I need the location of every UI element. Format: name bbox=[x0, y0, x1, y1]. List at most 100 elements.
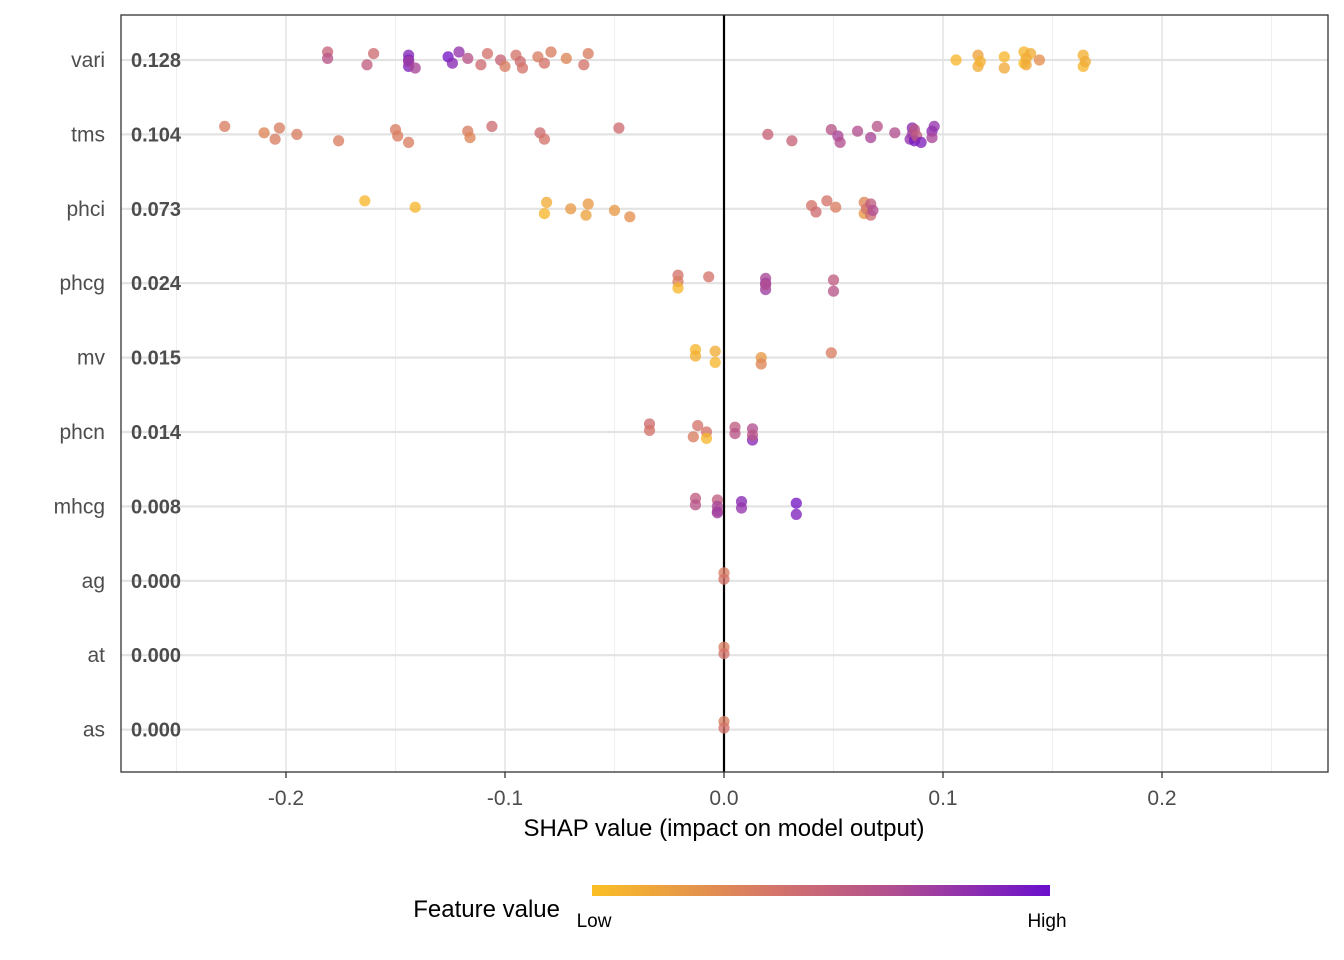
point-tms bbox=[538, 133, 551, 145]
point-tms bbox=[333, 135, 345, 147]
point-tms bbox=[613, 122, 625, 134]
point-tms bbox=[486, 120, 498, 132]
x-tick-label: -0.1 bbox=[487, 787, 523, 810]
point-vari bbox=[538, 57, 551, 69]
feature-label-phcn: phcn bbox=[59, 421, 105, 444]
mean-shap-label-as: 0.000 bbox=[131, 720, 181, 742]
point-phcg bbox=[760, 279, 772, 291]
legend-high-label: High bbox=[1027, 911, 1066, 932]
x-tick-label: -0.2 bbox=[268, 787, 304, 810]
point-phcg bbox=[827, 274, 840, 286]
point-mv bbox=[709, 356, 721, 368]
point-phcg bbox=[672, 282, 684, 294]
point-tms bbox=[269, 133, 281, 145]
feature-label-as: as bbox=[83, 719, 105, 742]
point-vari bbox=[453, 46, 465, 58]
point-vari bbox=[974, 56, 986, 68]
feature-label-phcg: phcg bbox=[59, 272, 105, 295]
legend-color-bar bbox=[592, 885, 1050, 896]
point-vari bbox=[1020, 59, 1032, 71]
point-mhcg bbox=[735, 502, 748, 514]
feature-label-vari: vari bbox=[71, 49, 105, 72]
point-phci bbox=[867, 204, 879, 216]
x-tick-label: 0.0 bbox=[709, 787, 738, 810]
point-tms bbox=[928, 120, 940, 132]
feature-label-mhcg: mhcg bbox=[54, 495, 105, 518]
point-phci bbox=[608, 204, 621, 216]
point-vari bbox=[409, 62, 421, 74]
point-phci bbox=[821, 195, 833, 207]
point-vari bbox=[998, 51, 1010, 63]
point-mv bbox=[709, 345, 721, 357]
point-mv bbox=[825, 347, 837, 359]
point-vari bbox=[462, 52, 474, 64]
point-mhcg bbox=[711, 507, 724, 519]
point-vari bbox=[475, 59, 487, 71]
point-vari bbox=[582, 48, 594, 60]
point-tms bbox=[219, 120, 231, 132]
feature-labels-layer: vari 0.128 tms 0.104 phci 0.073 phcg 0.024 mv 0.0… bbox=[54, 49, 182, 742]
point-as bbox=[718, 722, 730, 734]
point-tms bbox=[834, 136, 846, 148]
point-mhcg bbox=[790, 508, 802, 520]
point-phci bbox=[541, 196, 553, 208]
point-phcg bbox=[827, 285, 840, 297]
feature-label-ag: ag bbox=[82, 570, 105, 593]
point-phcn bbox=[643, 424, 656, 436]
point-vari bbox=[1033, 54, 1045, 66]
point-at bbox=[718, 648, 730, 660]
point-tms bbox=[786, 135, 798, 147]
feature-label-phci: phci bbox=[66, 198, 105, 221]
point-vari bbox=[998, 62, 1010, 74]
point-vari bbox=[1025, 48, 1037, 60]
mean-shap-label-phcg: 0.024 bbox=[131, 273, 182, 295]
x-tick-label: 0.1 bbox=[928, 787, 957, 810]
point-vari bbox=[322, 52, 334, 64]
mean-shap-label-at: 0.000 bbox=[131, 645, 181, 667]
point-vari bbox=[560, 52, 572, 64]
mean-shap-label-mhcg: 0.008 bbox=[131, 496, 181, 518]
point-tms bbox=[258, 127, 270, 139]
legend: Feature value Low High bbox=[413, 885, 1067, 932]
point-tms bbox=[273, 122, 285, 134]
point-phci bbox=[565, 203, 577, 215]
point-phci bbox=[830, 201, 842, 213]
point-tms bbox=[889, 127, 901, 139]
mean-shap-label-phcn: 0.014 bbox=[131, 422, 182, 444]
mean-shap-label-mv: 0.015 bbox=[131, 348, 181, 370]
point-vari bbox=[499, 60, 511, 72]
legend-title: Feature value bbox=[413, 896, 560, 923]
mean-shap-label-vari: 0.128 bbox=[131, 50, 181, 72]
points-layer bbox=[219, 46, 1091, 734]
point-tms bbox=[852, 125, 864, 137]
feature-label-at: at bbox=[87, 644, 105, 667]
point-tms bbox=[392, 130, 404, 142]
point-phcn bbox=[700, 432, 713, 444]
point-phci bbox=[409, 201, 421, 213]
mean-shap-label-ag: 0.000 bbox=[131, 571, 181, 593]
point-tms bbox=[915, 136, 927, 148]
point-mv bbox=[755, 358, 767, 370]
point-vari bbox=[446, 57, 458, 69]
point-vari bbox=[950, 54, 962, 66]
x-tick-label: 0.2 bbox=[1147, 787, 1176, 810]
point-phcn bbox=[746, 429, 759, 441]
point-phcg bbox=[703, 271, 715, 283]
mean-shap-label-phci: 0.073 bbox=[131, 199, 181, 221]
point-vari bbox=[368, 48, 380, 60]
point-vari bbox=[1079, 56, 1091, 68]
legend-low-label: Low bbox=[577, 911, 612, 932]
point-mhcg bbox=[689, 499, 702, 511]
point-vari bbox=[545, 46, 557, 58]
point-tms bbox=[871, 120, 883, 132]
point-tms bbox=[291, 128, 303, 140]
point-phci bbox=[359, 195, 371, 207]
point-mhcg bbox=[790, 497, 802, 509]
point-ag bbox=[718, 573, 730, 585]
feature-label-mv: mv bbox=[77, 347, 105, 370]
x-axis-title: SHAP value (impact on model output) bbox=[523, 815, 924, 842]
point-vari bbox=[481, 48, 494, 60]
point-tms bbox=[865, 132, 877, 144]
